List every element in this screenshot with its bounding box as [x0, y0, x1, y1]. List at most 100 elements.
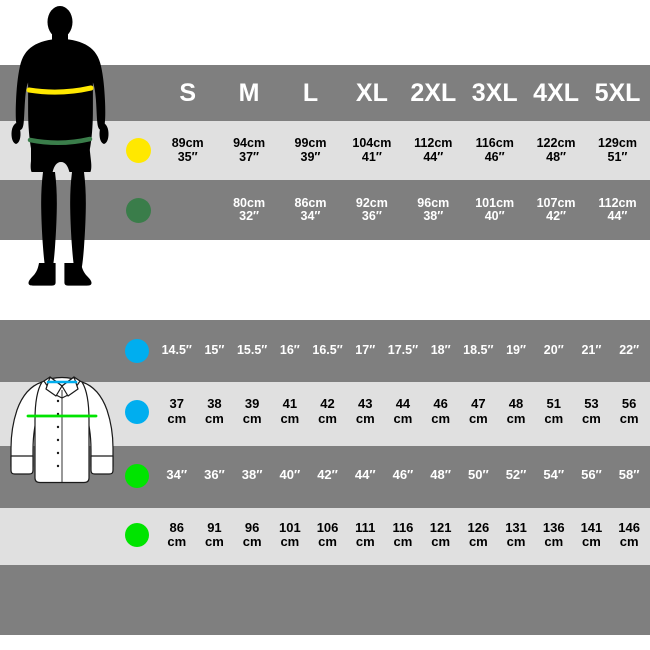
table2-cell-r1-c8: 50″ [460, 448, 497, 503]
table1-yellow-dot [126, 138, 151, 163]
table2-cell-r2-c10: 136 cm [536, 508, 572, 562]
table2-cell-r2-c8: 126 cm [460, 508, 497, 562]
table2-header-9: 19″ [498, 326, 534, 376]
table1-header-XL: XL [342, 65, 402, 121]
table2-cell-r0-c3: 41 cm [272, 382, 308, 441]
table1-header-icon-col [122, 65, 155, 121]
table2-footer-cell-4 [309, 565, 346, 635]
table2-header-2: 15.5″ [234, 326, 270, 376]
table2-cell-r1-c12: 58″ [611, 448, 647, 503]
table2-cell-r1-c1: 36″ [196, 448, 233, 503]
table2-header-12: 22″ [611, 326, 647, 376]
table2-green-dot-2 [124, 523, 149, 547]
male-body-silhouette-wrap [0, 5, 120, 295]
table2-footer-cell-5 [347, 565, 383, 635]
table1-cell-r1-c3: 92cm 36″ [342, 180, 402, 240]
table1-header-L: L [280, 65, 341, 121]
dress-shirt-illustration-wrap [6, 368, 118, 508]
table2-cell-r1-c11: 56″ [573, 448, 610, 503]
table1-header-S: S [158, 65, 218, 121]
table2-cell-r0-c9: 48 cm [498, 382, 534, 441]
table2-cell-r0-c8: 47 cm [460, 382, 497, 441]
table1-cell-r1-c1: 80cm 32″ [219, 180, 279, 240]
table2-header-11: 21″ [573, 326, 610, 376]
table1-cell-r0-c0: 89cm 35″ [158, 121, 218, 180]
table2-footer-cell-10 [536, 565, 572, 635]
table1-cell-r1-c6: 107cm 42″ [526, 180, 586, 240]
table2-cell-r0-c11: 53 cm [573, 382, 610, 441]
table1-cell-r1-c5: 101cm 40″ [465, 180, 525, 240]
band-bottom-white [0, 635, 650, 650]
table1-cell-r0-c5: 116cm 46″ [465, 121, 525, 180]
table1-cell-r0-c4: 112cm 44″ [403, 121, 463, 180]
table1-green-dot [126, 197, 151, 223]
table2-cell-r0-c12: 56 cm [611, 382, 647, 441]
table2-cell-r2-c11: 141 cm [573, 508, 610, 562]
table2-footer-cell-8 [460, 565, 497, 635]
table1-cell-r0-c6: 122cm 48″ [526, 121, 586, 180]
table2-cell-r1-c6: 46″ [385, 448, 421, 503]
table1-header-M: M [219, 65, 279, 121]
table1-header-4XL: 4XL [526, 65, 586, 121]
table2-cell-r0-c7: 46 cm [422, 382, 459, 441]
table2-cell-r1-c4: 42″ [309, 448, 346, 503]
table1-cell-r0-c7: 129cm 51″ [587, 121, 648, 180]
table2-cell-r2-c7: 121 cm [422, 508, 459, 562]
table2-cell-r1-c7: 48″ [422, 448, 459, 503]
table2-footer-icon-col [116, 565, 157, 635]
table2-header-blue-dot [124, 339, 149, 363]
table2-footer-cell-1 [196, 565, 233, 635]
table2-cell-r2-c6: 116 cm [385, 508, 421, 562]
table1-cell-r1-c4: 96cm 38″ [403, 180, 463, 240]
table2-header-4: 16.5″ [309, 326, 346, 376]
table2-cell-r1-c10: 54″ [536, 448, 572, 503]
table2-cell-r2-c4: 106 cm [309, 508, 346, 562]
table2-header-3: 16″ [272, 326, 308, 376]
table2-header-5: 17″ [347, 326, 383, 376]
table2-cell-r1-c0: 34″ [159, 448, 195, 503]
table1-cell-r0-c3: 104cm 41″ [342, 121, 402, 180]
table2-cell-r1-c2: 38″ [234, 448, 270, 503]
table2-header-8: 18.5″ [460, 326, 497, 376]
band-gap [0, 240, 650, 320]
table2-cell-r0-c4: 42 cm [309, 382, 346, 441]
table2-header-6: 17.5″ [385, 326, 421, 376]
table2-cell-r0-c1: 38 cm [196, 382, 233, 441]
table2-header-10: 20″ [536, 326, 572, 376]
table2-cell-r1-c5: 44″ [347, 448, 383, 503]
table1-cell-r1-c2: 86cm 34″ [280, 180, 341, 240]
table2-cell-r1-c9: 52″ [498, 448, 534, 503]
table2-footer-cell-9 [498, 565, 534, 635]
table2-cell-r2-c12: 146 cm [611, 508, 647, 562]
table2-footer-cell-12 [611, 565, 647, 635]
table2-cell-r2-c1: 91 cm [196, 508, 233, 562]
table2-cell-r2-c3: 101 cm [272, 508, 308, 562]
table2-cell-r0-c6: 44 cm [385, 382, 421, 441]
table1-cell-r0-c2: 99cm 39″ [280, 121, 341, 180]
table2-footer-cell-3 [272, 565, 308, 635]
band-top-white [0, 0, 650, 65]
table2-footer-cell-0 [159, 565, 195, 635]
table2-footer-cell-2 [234, 565, 270, 635]
table2-footer-cell-11 [573, 565, 610, 635]
table2-cell-r2-c5: 111 cm [347, 508, 383, 562]
table2-cell-r0-c2: 39 cm [234, 382, 270, 441]
table1-header-2XL: 2XL [403, 65, 463, 121]
table2-header-0: 14.5″ [159, 326, 195, 376]
table2-cell-r1-c3: 40″ [272, 448, 308, 503]
table2-footer-cell-7 [422, 565, 459, 635]
table2-cell-r0-c0: 37 cm [159, 382, 195, 441]
table2-footer-cell-6 [385, 565, 421, 635]
table1-cell-r1-c0 [158, 180, 218, 240]
table2-cell-r0-c10: 51 cm [536, 382, 572, 441]
table2-blue-dot-0 [124, 399, 149, 424]
table1-header-3XL: 3XL [465, 65, 525, 121]
table2-green-dot-1 [124, 463, 149, 488]
table2-cell-r2-c0: 86 cm [159, 508, 195, 562]
table1-header-5XL: 5XL [587, 65, 648, 121]
table2-header-1: 15″ [196, 326, 233, 376]
table1-cell-r1-c7: 112cm 44″ [587, 180, 648, 240]
table2-cell-r0-c5: 43 cm [347, 382, 383, 441]
table2-cell-r2-c9: 131 cm [498, 508, 534, 562]
